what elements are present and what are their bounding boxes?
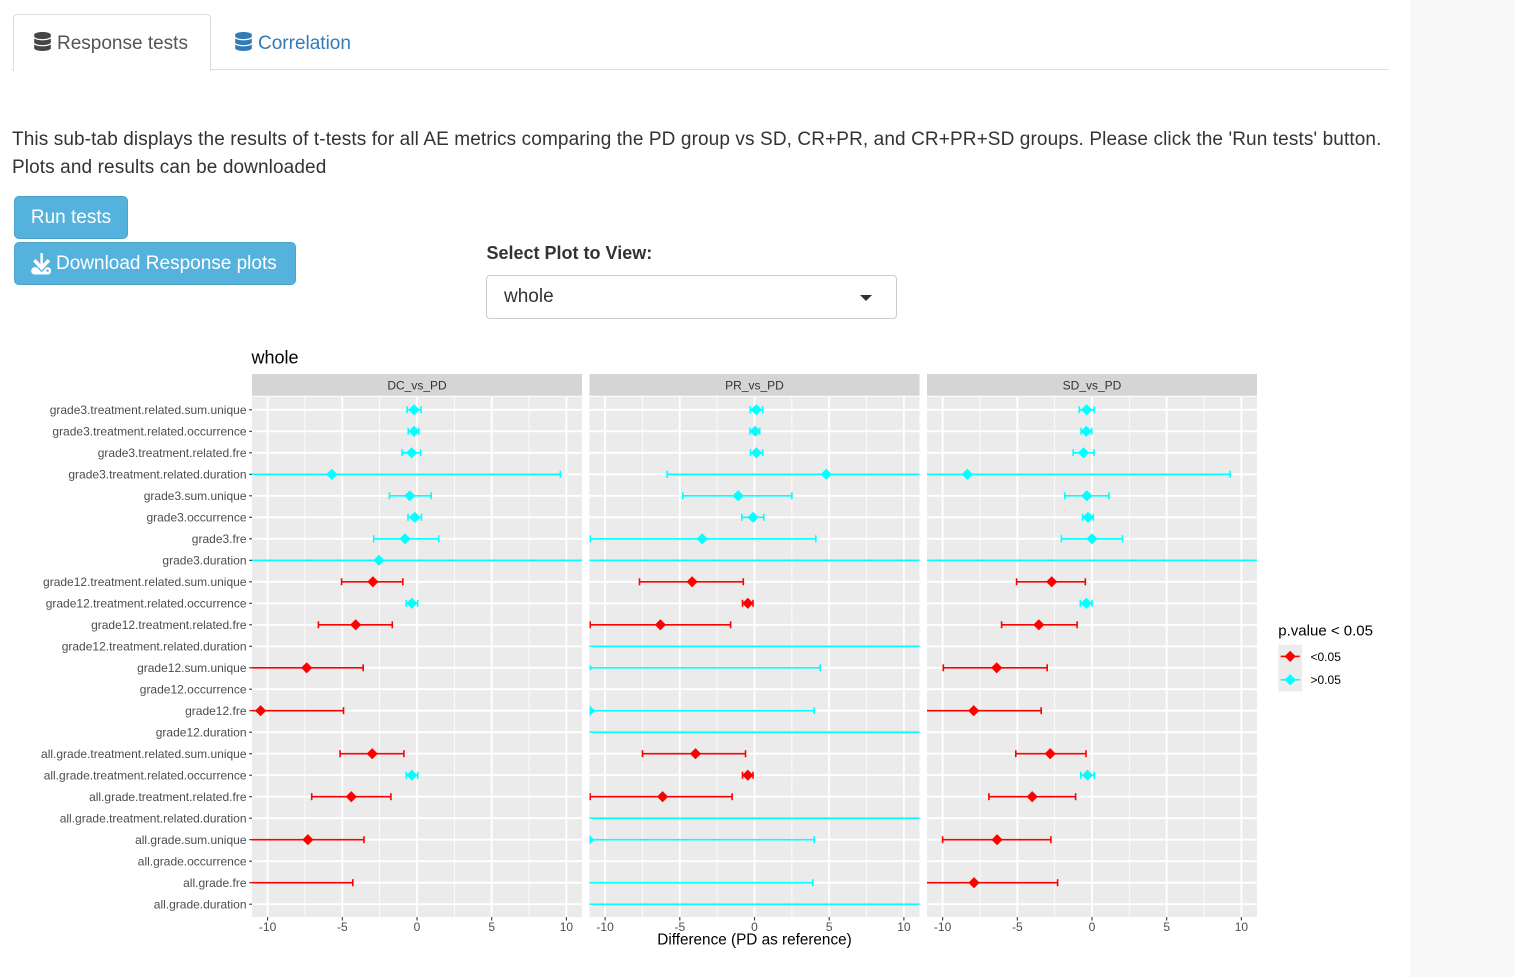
svg-text:grade3.treatment.related.occur: grade3.treatment.related.occurrence [52, 425, 246, 439]
svg-text:all.grade.duration: all.grade.duration [154, 898, 247, 912]
svg-text:-5: -5 [674, 920, 685, 934]
svg-text:grade3.sum.unique: grade3.sum.unique [144, 489, 247, 503]
svg-text:PR_vs_PD: PR_vs_PD [725, 379, 784, 393]
svg-text:grade3.duration: grade3.duration [162, 554, 246, 568]
svg-text:5: 5 [1163, 920, 1170, 934]
svg-text:DC_vs_PD: DC_vs_PD [387, 379, 447, 393]
svg-text:grade12.treatment.related.dura: grade12.treatment.related.duration [62, 640, 247, 654]
svg-text:5: 5 [826, 920, 833, 934]
svg-text:p.value < 0.05: p.value < 0.05 [1278, 622, 1373, 639]
svg-text:all.grade.treatment.related.du: all.grade.treatment.related.duration [60, 812, 247, 826]
svg-text:all.grade.treatment.related.su: all.grade.treatment.related.sum.unique [41, 747, 247, 761]
svg-text:Difference (PD as reference): Difference (PD as reference) [657, 932, 851, 949]
svg-text:grade12.treatment.related.sum.: grade12.treatment.related.sum.unique [43, 575, 247, 589]
svg-text:grade12.treatment.related.occu: grade12.treatment.related.occurrence [46, 597, 247, 611]
svg-text:<0.05: <0.05 [1311, 650, 1342, 664]
svg-text:-5: -5 [1012, 920, 1023, 934]
svg-text:10: 10 [560, 920, 574, 934]
svg-text:all.grade.occurrence: all.grade.occurrence [138, 855, 247, 869]
svg-text:-10: -10 [596, 920, 614, 934]
svg-text:0: 0 [751, 920, 758, 934]
svg-text:0: 0 [414, 920, 421, 934]
svg-text:all.grade.treatment.related.fr: all.grade.treatment.related.fre [89, 790, 247, 804]
svg-text:-5: -5 [337, 920, 348, 934]
svg-text:grade12.occurrence: grade12.occurrence [140, 683, 247, 697]
svg-text:grade3.treatment.related.fre: grade3.treatment.related.fre [98, 446, 247, 460]
svg-text:grade3.treatment.related.sum.u: grade3.treatment.related.sum.unique [50, 403, 247, 417]
svg-text:grade3.occurrence: grade3.occurrence [146, 511, 246, 525]
svg-text:all.grade.sum.unique: all.grade.sum.unique [135, 833, 247, 847]
svg-text:>0.05: >0.05 [1311, 673, 1342, 687]
svg-text:grade12.fre: grade12.fre [185, 704, 247, 718]
svg-text:-10: -10 [259, 920, 277, 934]
svg-text:grade12.sum.unique: grade12.sum.unique [137, 661, 247, 675]
svg-text:grade12.duration: grade12.duration [156, 726, 247, 740]
svg-text:whole: whole [251, 347, 299, 367]
svg-text:10: 10 [1235, 920, 1249, 934]
svg-text:grade3.fre: grade3.fre [192, 532, 247, 546]
svg-text:5: 5 [488, 920, 495, 934]
svg-text:all.grade.treatment.related.oc: all.grade.treatment.related.occurrence [44, 769, 247, 783]
svg-text:SD_vs_PD: SD_vs_PD [1063, 379, 1122, 393]
svg-text:10: 10 [897, 920, 911, 934]
svg-text:grade12.treatment.related.fre: grade12.treatment.related.fre [91, 618, 247, 632]
svg-text:all.grade.fre: all.grade.fre [183, 876, 247, 890]
svg-text:grade3.treatment.related.durat: grade3.treatment.related.duration [68, 468, 246, 482]
svg-text:0: 0 [1089, 920, 1096, 934]
svg-text:-10: -10 [934, 920, 952, 934]
